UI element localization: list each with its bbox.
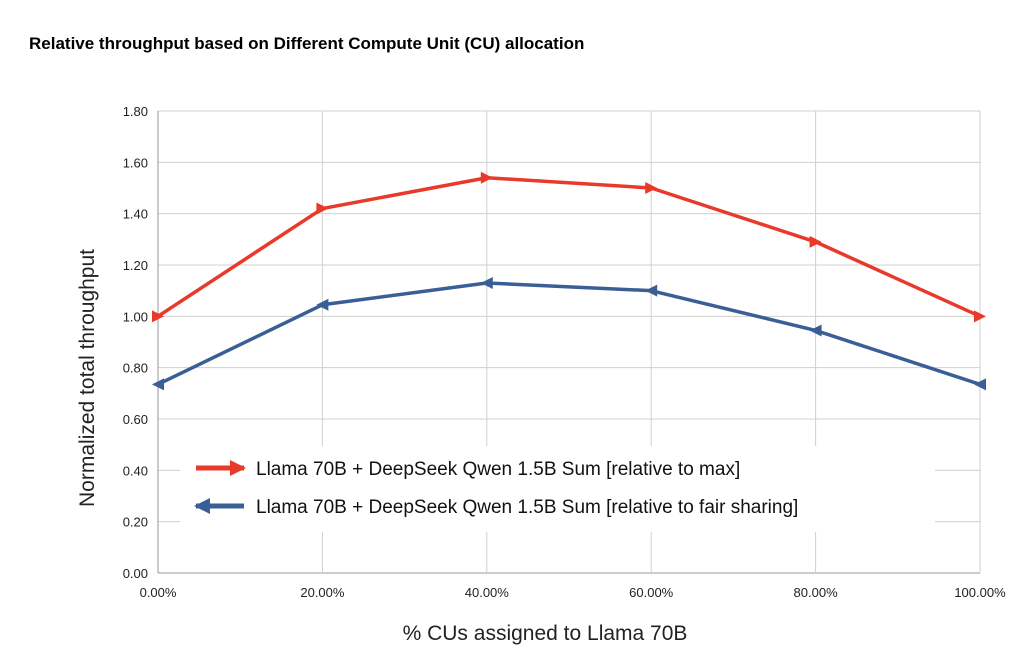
data-point bbox=[809, 235, 822, 248]
x-axis-ticks: 0.00% 20.00% 40.00% 60.00% 80.00% 100.00% bbox=[140, 585, 1007, 600]
x-tick-label: 0.00% bbox=[140, 585, 177, 600]
legend-marker bbox=[230, 460, 246, 476]
y-tick-label: 1.20 bbox=[123, 258, 148, 273]
data-point bbox=[480, 276, 493, 289]
data-point bbox=[480, 171, 493, 184]
data-point bbox=[152, 310, 164, 323]
x-tick-label: 100.00% bbox=[954, 585, 1006, 600]
legend-label: Llama 70B + DeepSeek Qwen 1.5B Sum [rela… bbox=[256, 497, 798, 518]
y-tick-label: 0.40 bbox=[123, 463, 148, 478]
x-tick-label: 60.00% bbox=[629, 585, 674, 600]
data-point bbox=[152, 378, 164, 391]
series-line bbox=[157, 281, 981, 387]
data-point bbox=[974, 310, 986, 323]
series-line bbox=[157, 175, 981, 318]
x-tick-label: 20.00% bbox=[300, 585, 345, 600]
series-1 bbox=[152, 171, 986, 323]
x-tick-label: 40.00% bbox=[465, 585, 510, 600]
legend-box bbox=[180, 446, 935, 532]
data-point bbox=[645, 284, 658, 297]
data-point bbox=[809, 324, 822, 337]
legend-marker bbox=[194, 498, 210, 514]
y-tick-label: 0.00 bbox=[123, 566, 148, 581]
data-point bbox=[974, 378, 986, 391]
y-tick-label: 0.80 bbox=[123, 361, 148, 376]
y-tick-label: 0.60 bbox=[123, 412, 148, 427]
data-point bbox=[645, 182, 658, 194]
data-point bbox=[316, 298, 329, 311]
y-tick-label: 1.80 bbox=[123, 104, 148, 119]
x-tick-label: 80.00% bbox=[794, 585, 839, 600]
series-layer bbox=[152, 171, 986, 391]
x-axis-title: % CUs assigned to Llama 70B bbox=[403, 622, 688, 645]
y-tick-label: 1.40 bbox=[123, 207, 148, 222]
y-tick-label: 1.60 bbox=[123, 155, 148, 170]
y-tick-label: 1.00 bbox=[123, 309, 148, 324]
y-axis-ticks: 0.00 0.20 0.40 0.60 0.80 1.00 1.20 1.40 1.60 1.80 bbox=[123, 104, 148, 581]
legend-label: Llama 70B + DeepSeek Qwen 1.5B Sum [rela… bbox=[256, 459, 740, 480]
y-tick-label: 0.20 bbox=[123, 515, 148, 530]
y-axis-title: Normalized total throughput bbox=[76, 249, 99, 507]
data-point bbox=[316, 202, 329, 215]
legend: Llama 70B + DeepSeek Qwen 1.5B Sum [rela… bbox=[180, 446, 935, 532]
chart-title: Relative throughput based on Different C… bbox=[29, 34, 585, 53]
series-2 bbox=[152, 276, 986, 391]
